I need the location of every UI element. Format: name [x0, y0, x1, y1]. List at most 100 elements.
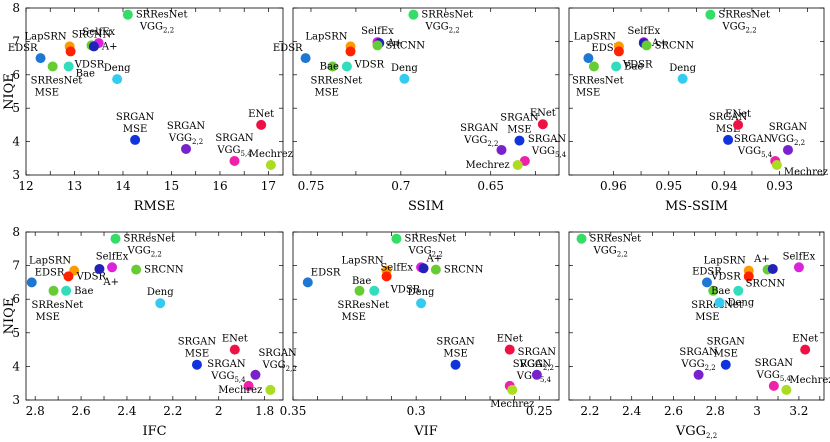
point-srgan-vgg54: [768, 380, 779, 391]
x-tick-label: 2.2: [580, 404, 599, 418]
point-label: Bae: [352, 276, 371, 287]
point-label: SRGAN: [215, 133, 254, 144]
point-vdsr: [613, 46, 624, 57]
point-label: MSE: [507, 125, 531, 136]
point-label: VDSR: [390, 284, 421, 295]
point-label: VGG2,2: [593, 246, 628, 259]
point-enet: [733, 119, 744, 130]
point-label: SRGAN: [679, 347, 718, 358]
point-label: VGG5,4: [756, 370, 792, 383]
point-mechrez: [265, 159, 276, 170]
y-tick-label: 4: [12, 135, 20, 149]
point-label: SRGAN: [500, 113, 539, 124]
x-tick-label: 2.6: [664, 404, 683, 418]
point-label: EDSR: [591, 43, 621, 54]
point-label: VDSR: [354, 59, 385, 70]
point-label: EDSR: [692, 266, 722, 277]
point-label: VGG5,4: [531, 146, 567, 159]
x-tick-label: 2.2: [163, 404, 182, 418]
x-tick-label: 0.3: [407, 404, 426, 418]
x-axis-title: MS-SSIM: [665, 199, 728, 214]
point-bae: [341, 61, 352, 72]
x-tick-label: 0.95: [655, 179, 682, 193]
point-label: MSE: [185, 349, 209, 360]
point-label: VGG2,2: [463, 135, 498, 148]
axes-frame: [568, 231, 825, 401]
point-label: VGG2,2: [126, 246, 161, 259]
point-deng: [399, 73, 410, 84]
point-deng: [416, 298, 427, 309]
point-label: LapSRN: [29, 256, 71, 267]
point-enet: [537, 119, 548, 130]
point-deng: [714, 297, 725, 308]
point-label: LapSRN: [704, 256, 746, 267]
point-label: MSE: [123, 124, 147, 135]
y-tick-label: 5: [12, 101, 20, 115]
point-label: MSE: [576, 87, 600, 98]
point-label: VDSR: [74, 59, 105, 70]
x-tick-label: 0.25: [526, 404, 553, 418]
point-srgan-mse: [720, 359, 731, 370]
x-axis-title: VGG2,2: [675, 424, 717, 440]
point-label: SRResNet: [338, 300, 390, 311]
point-srgan-vgg22: [250, 369, 261, 380]
point-label: VGG2,2: [424, 22, 459, 35]
point-label: Deng: [727, 298, 754, 309]
point-label: LapSRN: [341, 256, 383, 267]
point-label: SRCNN: [655, 40, 695, 51]
point-label: ENet: [497, 334, 523, 345]
point-a+: [88, 41, 99, 52]
x-tick-label: 2: [215, 404, 223, 418]
point-label: A+: [426, 253, 443, 264]
point-edsr: [701, 277, 712, 288]
axes-frame: [25, 7, 284, 176]
point-label: SRResNet: [572, 75, 624, 86]
y-tick-label: 4: [12, 359, 20, 373]
panel-vgg22: 2.2 2.4 2.6 2.8 3 3.2VGG2,2SRResNetVGG2,2EDSR…: [568, 231, 830, 440]
point-label: MSE: [695, 312, 719, 323]
y-tick-label: 5: [12, 326, 20, 340]
point-label: VGG5,4: [516, 371, 552, 384]
y-tick-label: 6: [12, 68, 20, 82]
point-label: A+: [101, 41, 118, 52]
point-srresnet-mse: [47, 61, 58, 72]
x-tick-label: 0.96: [600, 179, 627, 193]
point-label: Deng: [408, 287, 435, 298]
point-srgan-mse: [191, 359, 202, 370]
point-label: SRCNN: [746, 279, 786, 290]
point-srresnet-vgg22: [705, 9, 716, 20]
point-label: SRResNet: [136, 10, 188, 21]
point-srresnet-vgg22: [391, 233, 402, 244]
point-edsr: [583, 53, 594, 64]
x-tick-label: 14: [115, 179, 131, 193]
point-label: MSE: [342, 312, 366, 323]
x-axis-title: SSIM: [408, 199, 444, 214]
panel-vif: 0.35 0.3 0.25VIFEDSRSRResNetMSEBaeLapSRNVD…: [280, 231, 560, 439]
point-label: SRGAN: [755, 358, 794, 369]
point-edsr: [300, 53, 311, 64]
point-label: ENet: [792, 334, 818, 345]
point-label: SelfEx: [380, 262, 413, 273]
point-label: Mechrez: [789, 375, 830, 386]
point-bae: [63, 61, 74, 72]
point-label: SRCNN: [144, 265, 184, 276]
point-label: VGG2,2: [407, 246, 442, 259]
point-label: Deng: [391, 63, 418, 74]
point-label: VGG2,2: [519, 359, 554, 372]
point-label: Bae: [76, 68, 95, 79]
point-label: MSE: [716, 124, 740, 135]
point-label: ENet: [248, 109, 274, 120]
point-srresnet-vgg22: [110, 233, 121, 244]
x-tick-label: 0.93: [766, 179, 793, 193]
point-label: SRCNN: [444, 265, 484, 276]
point-label: SRGAN: [769, 122, 808, 133]
axes-frame: [25, 231, 284, 401]
point-label: Bae: [711, 286, 730, 297]
point-label: Mechrez: [784, 167, 828, 178]
point-srgan-vgg54: [229, 155, 240, 166]
point-srcnn: [131, 264, 142, 275]
x-tick-label: 12: [18, 179, 33, 193]
x-tick-label: 3: [753, 404, 761, 418]
point-label: VGG5,4: [216, 145, 252, 158]
axes-frame: [292, 7, 560, 176]
